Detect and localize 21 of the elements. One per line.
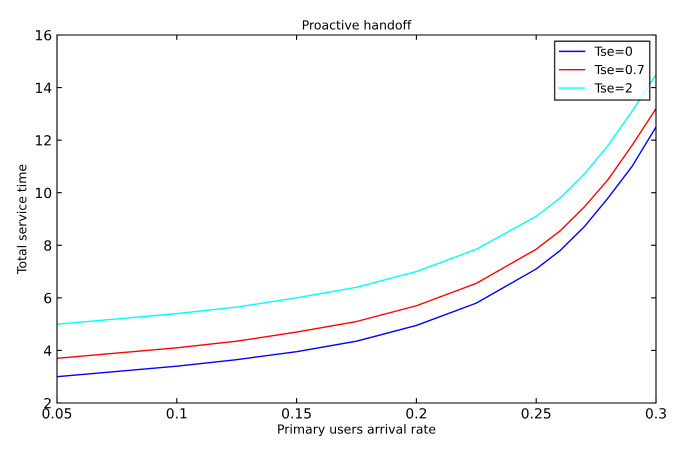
y-tick-label: 10 [36,188,52,198]
y-tick-label: 14 [36,82,52,93]
x-tick-label: 0.05 [42,408,72,419]
line-series [57,74,656,325]
y-tick-label: 4 [44,346,52,356]
y-tick-label: 8 [44,240,52,251]
y-tick-label: 6 [44,292,52,304]
y-tick-label: 12 [36,135,51,146]
x-tick-label: 0.15 [282,408,311,419]
y-axis-title: Total service time [16,164,26,274]
legend-label: Tse=0.7 [594,64,644,74]
x-tick-label: 0.3 [646,408,666,419]
x-tick-label: 0.25 [522,408,550,419]
x-axis-title: Primary users arrival rate [278,424,436,436]
chart-title: Proactive handoff [302,20,412,30]
legend-label: Tse=2 [594,83,632,93]
y-tick-label: 2 [44,398,51,408]
y-tick-label: 16 [36,30,52,40]
legend-label: Tse=0 [594,46,632,56]
x-tick-label: 0.1 [166,408,187,419]
x-tick-label: 0.2 [406,408,426,419]
